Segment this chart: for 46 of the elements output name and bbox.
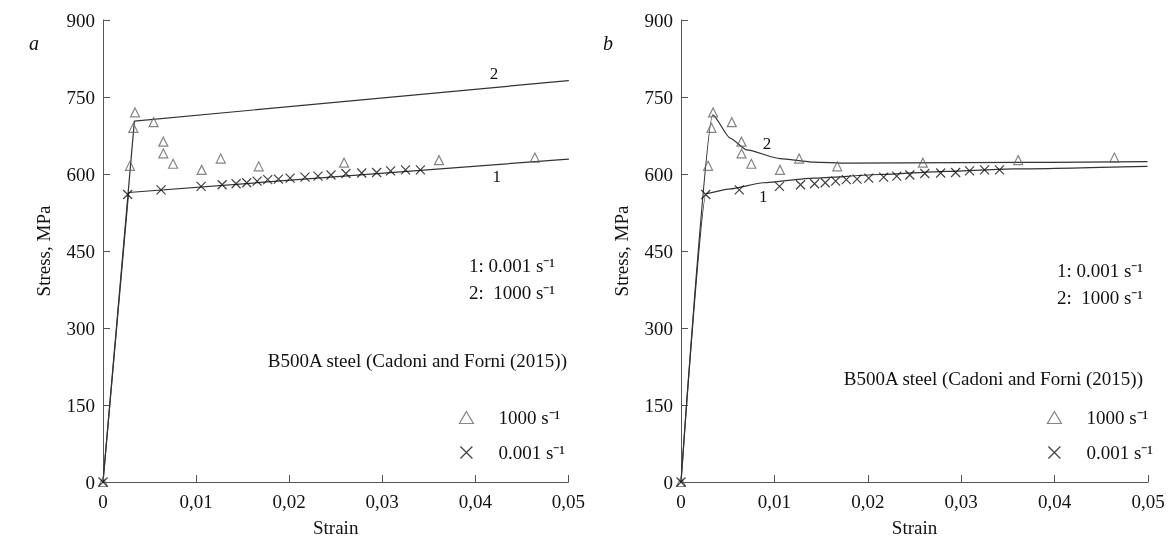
- series-label: 1: [758, 187, 768, 207]
- x-tick-label: 0: [676, 491, 686, 512]
- y-axis-title: Stress, MPa: [611, 205, 632, 297]
- y-tick-label: 750: [66, 86, 95, 108]
- x-tick-label: 0,05: [1131, 491, 1165, 512]
- y-tick-label: 600: [66, 163, 95, 185]
- x-axis-title: Strain: [891, 517, 938, 538]
- y-tick-label: 0: [663, 471, 673, 493]
- y-tick-label: 900: [644, 9, 673, 31]
- legend-label: 1000 s⁻¹: [1086, 407, 1149, 428]
- x-tick-label: 0,03: [365, 491, 399, 512]
- x-tick-label: 0,04: [1037, 491, 1072, 512]
- text: b: [603, 32, 613, 54]
- y-tick-label: 300: [644, 317, 673, 339]
- annotation: B500A steel (Cadoni and Forni (2015)): [843, 367, 1143, 390]
- legend-label: 0.001 s⁻¹: [1086, 442, 1154, 463]
- y-tick-label: 600: [644, 163, 673, 185]
- y-tick-label: 450: [66, 240, 95, 262]
- legend-label: 0.001 s⁻¹: [498, 442, 566, 463]
- annotation: 1: 0.001 s⁻¹: [468, 254, 556, 276]
- text: a: [29, 32, 39, 54]
- y-tick-label: 900: [66, 9, 95, 31]
- annotation: 2: 1000 s⁻¹: [1056, 286, 1144, 308]
- x-axis-title: Strain: [312, 517, 359, 538]
- y-tick-label: 450: [644, 240, 673, 262]
- x-tick-label: 0,01: [179, 491, 213, 512]
- x-tick-label: 0,03: [944, 491, 978, 512]
- series-label: 2: [762, 133, 772, 153]
- series-label: 2: [489, 64, 499, 84]
- y-tick-label: 150: [644, 394, 673, 416]
- x-tick-label: 0: [98, 491, 108, 512]
- x-tick-label: 0,04: [458, 491, 493, 512]
- annotation: 1: 0.001 s⁻¹: [1056, 259, 1144, 281]
- x-tick-label: 0,05: [551, 491, 585, 512]
- y-tick-label: 300: [66, 317, 95, 339]
- y-tick-label: 0: [85, 471, 95, 493]
- y-tick-label: 150: [66, 394, 95, 416]
- y-tick-label: 750: [644, 86, 673, 108]
- y-axis-title: Stress, MPa: [33, 205, 54, 297]
- legend-label: 1000 s⁻¹: [498, 407, 561, 428]
- x-tick-label: 0,01: [757, 491, 792, 512]
- annotation: B500A steel (Cadoni and Forni (2015)): [267, 349, 567, 372]
- x-tick-label: 0,02: [272, 491, 306, 512]
- x-tick-label: 0,02: [851, 491, 885, 512]
- annotation: 2: 1000 s⁻¹: [468, 281, 556, 303]
- series-label: 1: [492, 167, 501, 187]
